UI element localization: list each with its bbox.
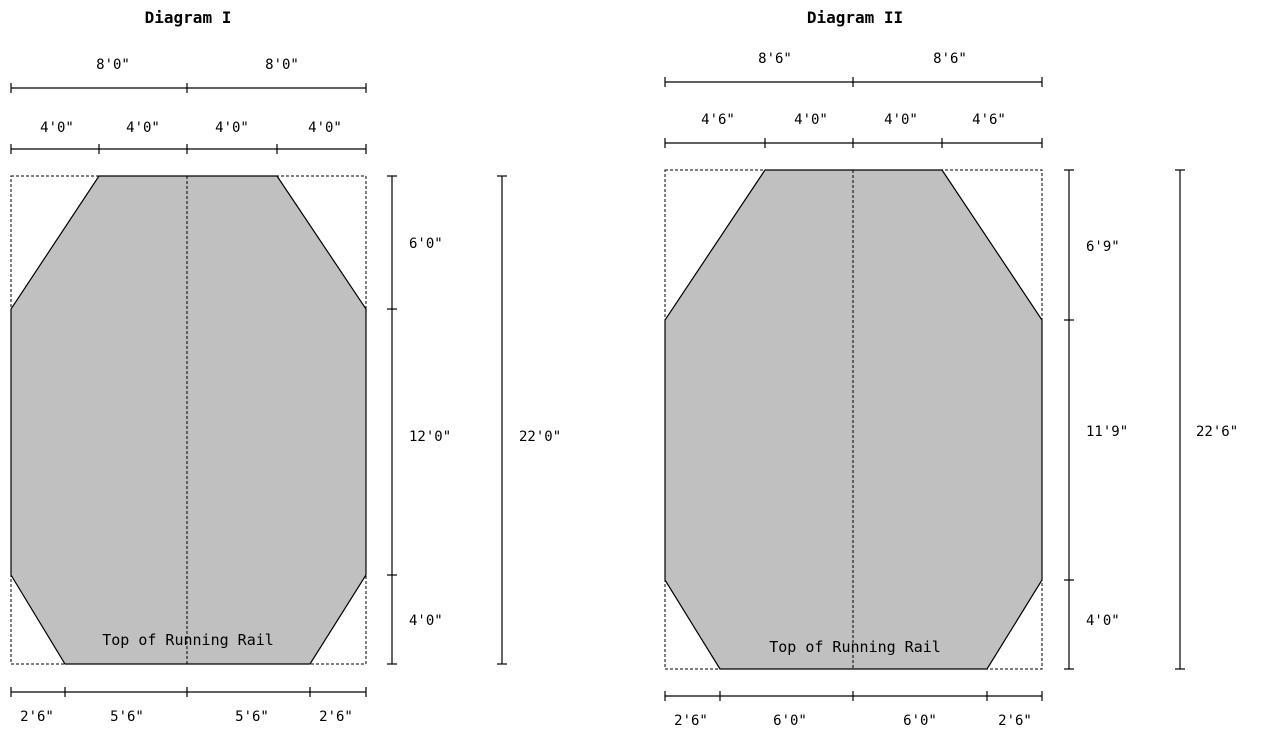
d2-total-height-label: 22'6" (1196, 424, 1238, 440)
d2-quarter-3-label: 4'0" (884, 112, 918, 128)
d2-bottom-3-label: 6'0" (903, 713, 937, 729)
d1-top-half-left-label: 8'0" (96, 57, 130, 73)
diagram-2-bottom-dimension: 2'6" 6'0" 6'0" 2'6" (664, 691, 1043, 729)
d2-top-half-right-label: 8'6" (933, 51, 967, 67)
d1-quarter-1-label: 4'0" (40, 120, 74, 136)
d2-right-seg-1-label: 6'9" (1086, 239, 1120, 255)
diagram-2-rail-label: Top of Running Rail (769, 638, 941, 656)
d1-quarter-2-label: 4'0" (126, 120, 160, 136)
diagram-2-total-height-dimension: 22'6" (1175, 169, 1238, 670)
diagram-1-right-segments-dimension: 6'0" 12'0" 4'0" (387, 175, 451, 665)
diagram-1-bottom-dimension: 2'6" 5'6" 5'6" 2'6" (10, 687, 367, 725)
diagram-1-top-half-dimension: 8'0" 8'0" (10, 57, 367, 93)
d1-quarter-3-label: 4'0" (215, 120, 249, 136)
d2-top-half-left-label: 8'6" (758, 51, 792, 67)
d1-bottom-3-label: 5'6" (235, 709, 269, 725)
diagram-2-right-segments-dimension: 6'9" 11'9" 4'0" (1064, 169, 1128, 670)
d1-bottom-2-label: 5'6" (110, 709, 144, 725)
diagram-1-rail-label: Top of Running Rail (102, 631, 274, 649)
diagram-2: Diagram II 8'6" 8'6" 4'6" 4'0" 4'0" 4'6" (664, 8, 1238, 729)
d2-right-seg-3-label: 4'0" (1086, 613, 1120, 629)
d1-quarter-4-label: 4'0" (308, 120, 342, 136)
diagram-2-top-quarters-dimension: 4'6" 4'0" 4'0" 4'6" (664, 112, 1043, 148)
diagram-1-title: Diagram I (145, 8, 232, 27)
d1-right-seg-1-label: 6'0" (409, 236, 443, 252)
d1-right-seg-2-label: 12'0" (409, 429, 451, 445)
d2-quarter-2-label: 4'0" (794, 112, 828, 128)
d1-total-height-label: 22'0" (519, 429, 561, 445)
diagram-1-top-quarters-dimension: 4'0" 4'0" 4'0" 4'0" (10, 120, 367, 154)
d2-quarter-1-label: 4'6" (701, 112, 735, 128)
diagram-2-title: Diagram II (807, 8, 903, 27)
d2-bottom-4-label: 2'6" (998, 713, 1032, 729)
diagram-1-clearance-profile (10, 175, 367, 665)
d1-bottom-4-label: 2'6" (319, 709, 353, 725)
d1-right-seg-3-label: 4'0" (409, 613, 443, 629)
diagram-1-total-height-dimension: 22'0" (497, 175, 561, 665)
diagram-2-top-half-dimension: 8'6" 8'6" (664, 51, 1043, 87)
d1-top-half-right-label: 8'0" (265, 57, 299, 73)
d2-quarter-4-label: 4'6" (972, 112, 1006, 128)
d1-bottom-1-label: 2'6" (20, 709, 54, 725)
diagram-1: Diagram I 8'0" 8'0" 4'0" 4'0" 4'0" 4'0" (10, 8, 561, 725)
diagram-2-clearance-profile (664, 169, 1043, 670)
d2-bottom-2-label: 6'0" (773, 713, 807, 729)
d2-bottom-1-label: 2'6" (674, 713, 708, 729)
d2-right-seg-2-label: 11'9" (1086, 424, 1128, 440)
